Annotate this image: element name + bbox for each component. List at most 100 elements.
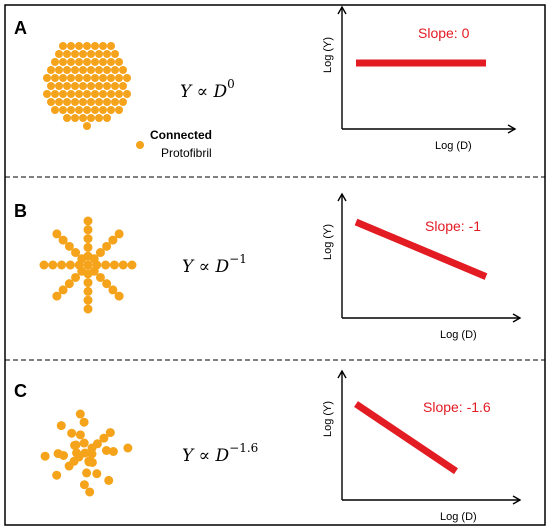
graph-a: Log (Y) Log (D) Slope: 0	[322, 5, 517, 152]
slope-label: Slope: -1.6	[423, 399, 491, 415]
protofibril-dot	[82, 468, 92, 478]
protofibril-dot	[83, 122, 91, 130]
protofibril-dot	[71, 248, 81, 258]
protofibril-dot	[58, 285, 68, 295]
protofibril-dot	[71, 114, 79, 122]
protofibril-dot	[75, 106, 83, 114]
x-axis-arrow-icon	[507, 124, 517, 134]
protofibril-dot	[71, 272, 81, 282]
y-axis-label: Log (Y)	[322, 401, 334, 437]
protofibril-dot	[91, 74, 99, 82]
protofibril-dot	[87, 50, 95, 58]
protofibril-dot	[102, 279, 112, 289]
protofibril-dot	[118, 260, 128, 270]
protofibril-dot	[83, 295, 93, 305]
x-axis-label: Log (D)	[435, 140, 472, 152]
outer-frame	[4, 4, 546, 526]
protofibril-dot	[63, 98, 71, 106]
protofibril-dot	[83, 304, 93, 314]
protofibril-dot	[59, 42, 67, 50]
protofibril-dot	[79, 438, 89, 448]
protofibril-dot	[87, 114, 95, 122]
protofibril-dot	[55, 66, 63, 74]
protofibril-dot	[79, 98, 87, 106]
y-axis-arrow-icon	[337, 369, 347, 379]
protofibril-dot	[87, 98, 95, 106]
protofibril-dot	[91, 90, 99, 98]
x-axis-label: Log (D)	[440, 329, 477, 341]
protofibril-dot	[55, 50, 63, 58]
protofibril-dot	[43, 74, 51, 82]
protofibril-dot	[48, 260, 58, 270]
protofibril-dot	[123, 90, 131, 98]
protofibril-dot	[95, 114, 103, 122]
protofibril-dot	[95, 82, 103, 90]
panel-letter-a: A	[14, 18, 27, 38]
protofibril-dot	[56, 421, 66, 431]
protofibril-dot	[67, 74, 75, 82]
legend-label: Protofibril	[161, 146, 212, 160]
protofibril-dot	[119, 82, 127, 90]
protofibril-dot	[114, 291, 124, 301]
protofibril-dot	[119, 66, 127, 74]
x-axis-label: Log (D)	[440, 511, 477, 523]
protofibril-dot	[103, 50, 111, 58]
slope-label: Slope: -1	[425, 218, 481, 234]
protofibril-dot	[52, 291, 62, 301]
protofibril-dot	[67, 106, 75, 114]
protofibril-dot	[79, 82, 87, 90]
protofibril-dot	[108, 285, 118, 295]
protofibril-dot	[51, 90, 59, 98]
protofibril-dot	[83, 216, 93, 226]
protofibril-dot	[64, 279, 74, 289]
protofibril-dot	[59, 58, 67, 66]
protofibril-dot	[59, 90, 67, 98]
protofibril-dot	[53, 449, 63, 459]
protofibril-dot	[99, 74, 107, 82]
protofibril-dot	[111, 82, 119, 90]
slope-line	[354, 401, 458, 475]
legend-label-bold: Connected	[150, 128, 212, 142]
protofibril-dot	[65, 260, 75, 270]
protofibril-dot	[87, 66, 95, 74]
protofibril-dot	[83, 286, 93, 296]
protofibril-dot	[91, 58, 99, 66]
protofibril-dot	[83, 260, 93, 270]
protofibril-dot	[115, 58, 123, 66]
protofibril-dot	[99, 90, 107, 98]
protofibril-dot	[75, 42, 83, 50]
protofibril-dot	[99, 433, 109, 443]
protofibril-dot	[71, 98, 79, 106]
protofibril-dot	[111, 98, 119, 106]
protofibril-dot	[84, 457, 94, 467]
protofibril-dot	[59, 106, 67, 114]
protofibril-dot	[79, 66, 87, 74]
protofibril-dot	[111, 66, 119, 74]
protofibril-dot	[103, 98, 111, 106]
protofibril-dot	[59, 74, 67, 82]
protofibril-dot	[71, 66, 79, 74]
protofibril-dot	[111, 50, 119, 58]
protofibril-dot	[63, 114, 71, 122]
y-axis-arrow-icon	[337, 5, 347, 15]
protofibril-dot	[79, 114, 87, 122]
slope-line	[354, 218, 488, 280]
protofibril-dot	[63, 66, 71, 74]
protofibril-dot	[55, 82, 63, 90]
protofibril-dot	[109, 260, 119, 270]
protofibril-dot	[74, 452, 84, 462]
formula-b: Y ∝ D−1	[182, 252, 247, 277]
formula-a: Y ∝ D0	[180, 77, 235, 102]
y-axis-arrow-icon	[337, 192, 347, 202]
graph-b: Log (Y) Log (D) Slope: -1	[322, 192, 522, 341]
connected-protofibril-pattern	[43, 42, 131, 130]
protofibril-dot	[107, 90, 115, 98]
protofibril-dot	[115, 74, 123, 82]
protofibril-dot	[123, 74, 131, 82]
protofibril-dot	[103, 82, 111, 90]
protofibril-dot	[123, 443, 133, 453]
scattered-pattern	[40, 409, 133, 497]
star-pattern	[39, 216, 137, 314]
